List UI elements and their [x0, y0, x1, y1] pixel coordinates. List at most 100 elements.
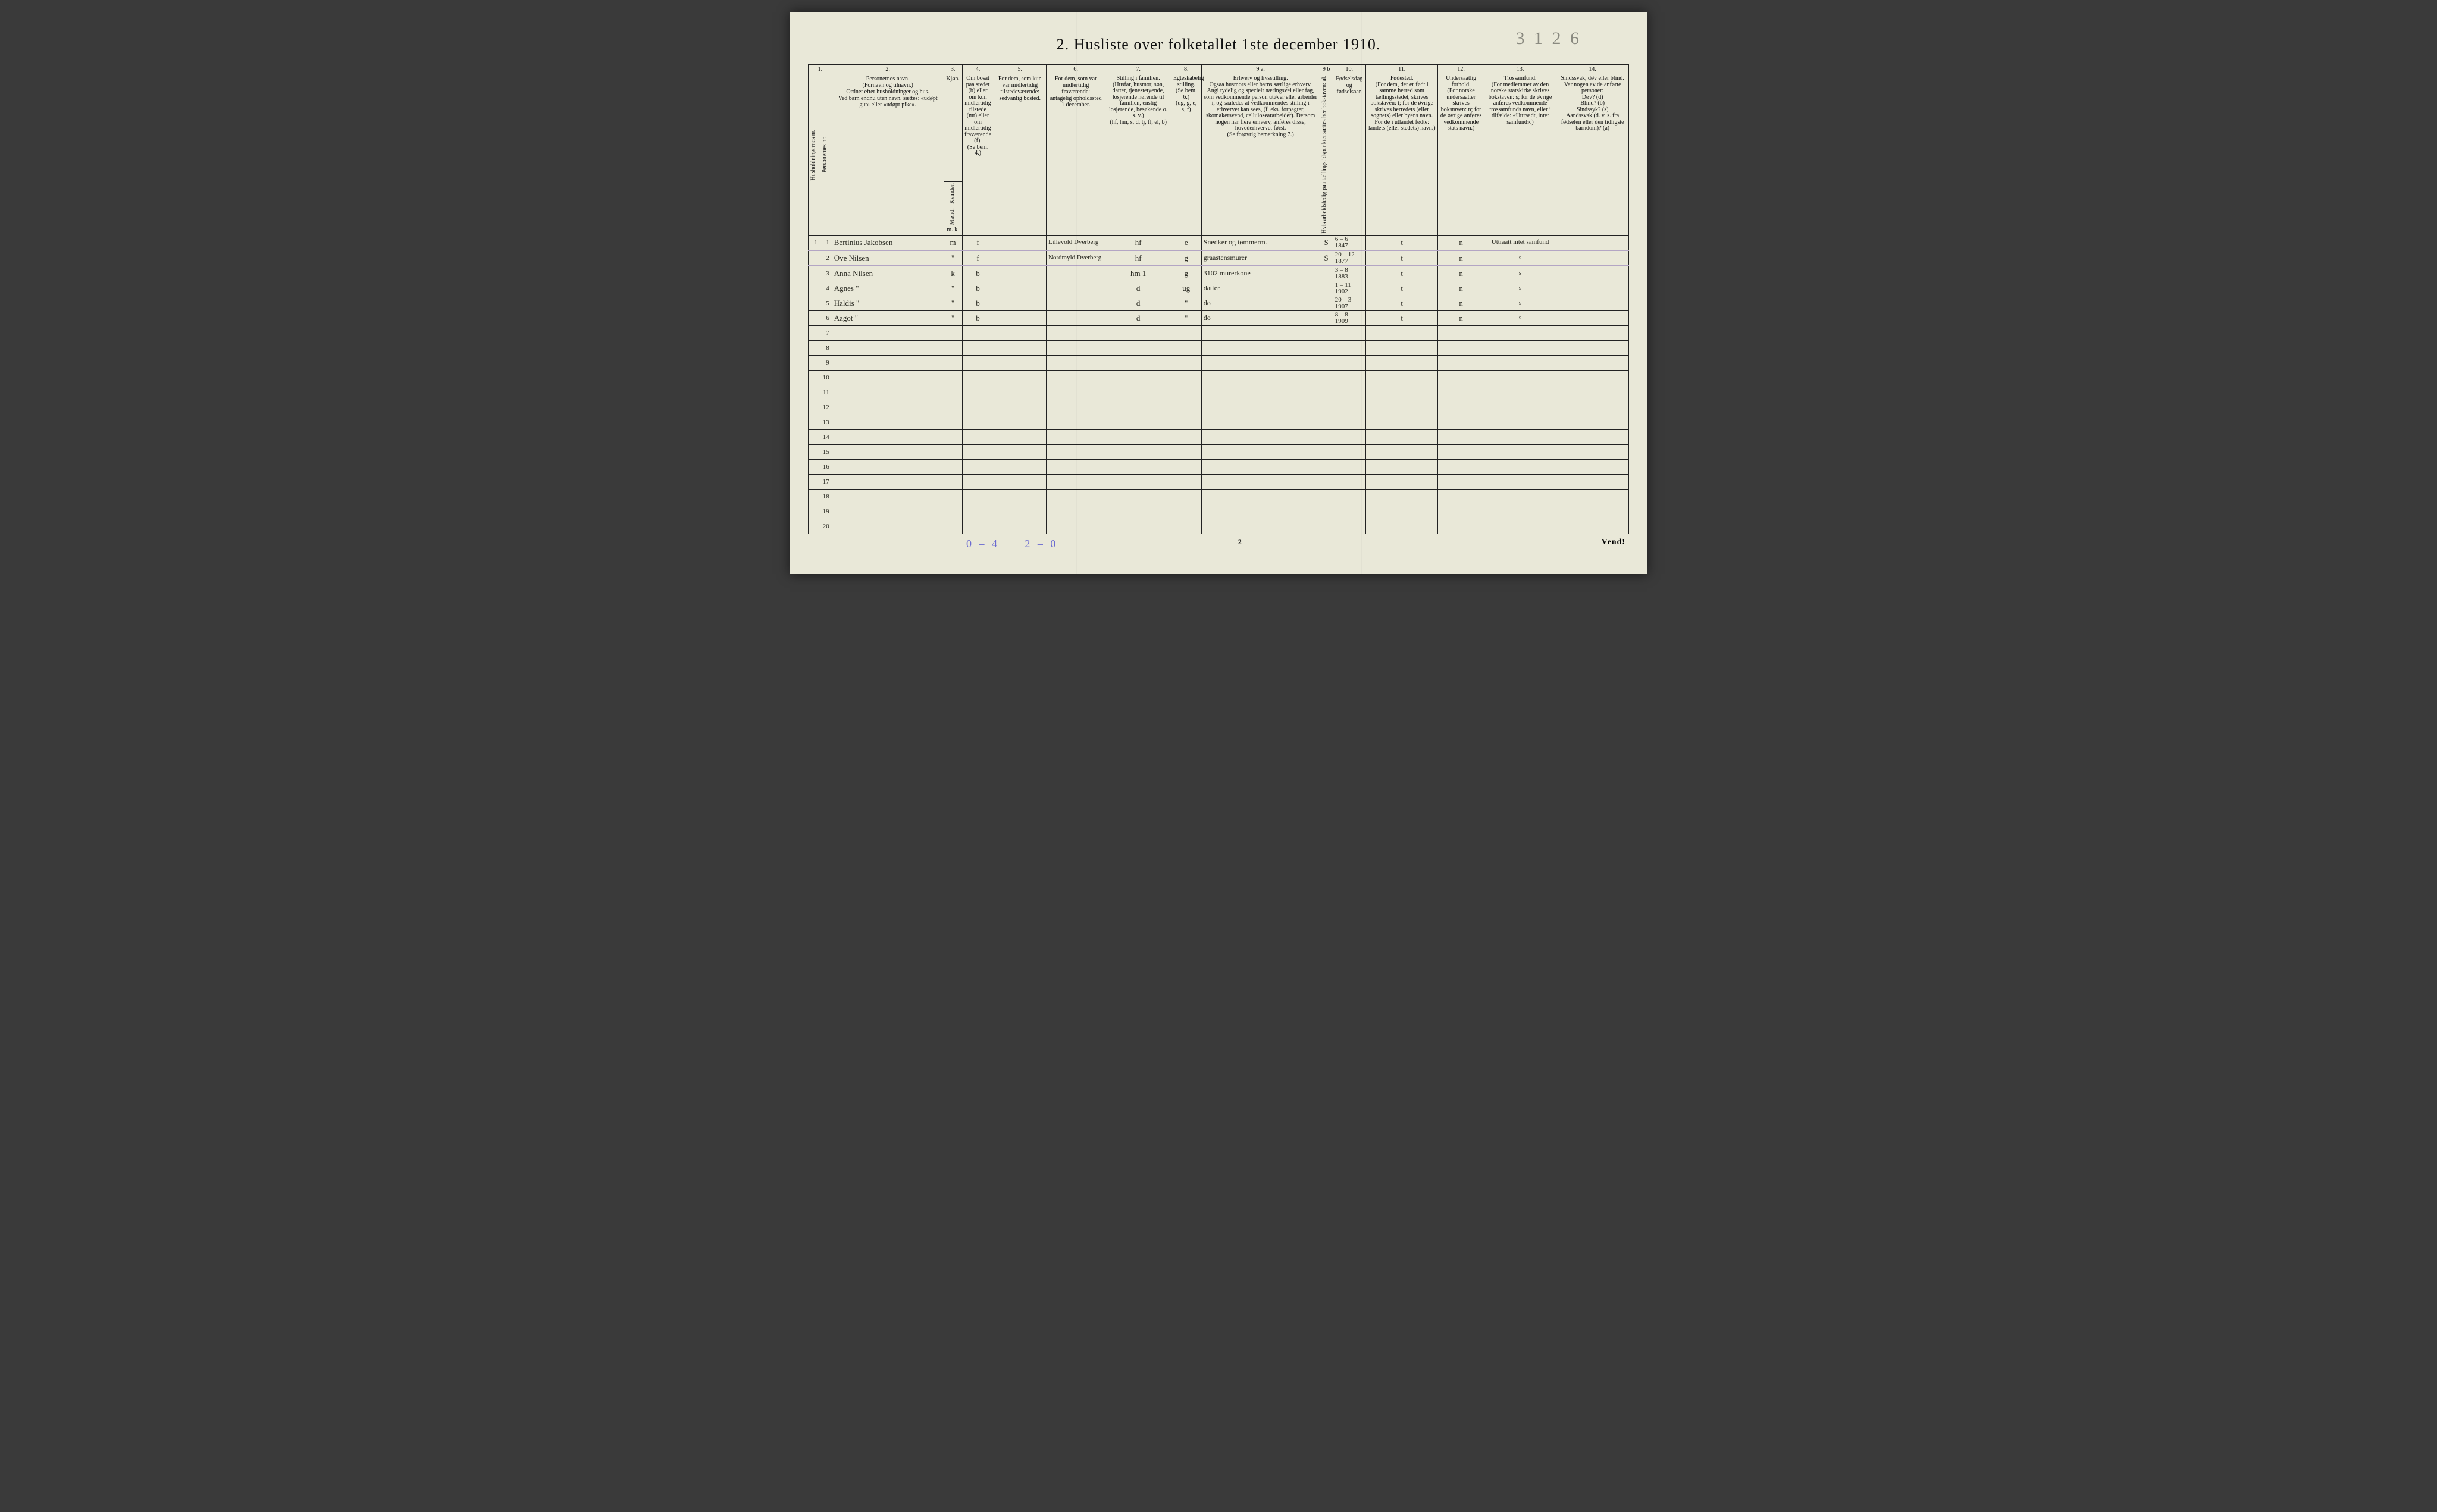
cell-name	[832, 340, 944, 355]
cell-col5	[994, 489, 1046, 504]
cell-bosat	[962, 489, 994, 504]
cell-col13	[1484, 444, 1556, 459]
cell-col11: t	[1365, 266, 1438, 281]
cell-pers: 1	[820, 235, 832, 250]
cell-col8	[1171, 474, 1201, 489]
cell-col6	[1046, 385, 1105, 400]
cell-pers: 17	[820, 474, 832, 489]
cell-col6: Nordmyld Dverberg	[1046, 250, 1105, 266]
cell-col5	[994, 370, 1046, 385]
cell-col13	[1484, 355, 1556, 370]
colnum-9a: 9 a.	[1201, 65, 1320, 74]
cell-col9a	[1201, 474, 1320, 489]
head-sex-k: Kvinder.	[949, 183, 956, 204]
cell-col10	[1333, 370, 1365, 385]
cell-col5	[994, 340, 1046, 355]
table-row: 10	[809, 370, 1629, 385]
cell-sex: "	[944, 310, 962, 325]
vend-label: Vend!	[1602, 538, 1625, 550]
cell-col6: Lillevold Dverberg	[1046, 235, 1105, 250]
cell-pers: 4	[820, 281, 832, 296]
cell-hush	[809, 459, 820, 474]
head-col5: For dem, som kun var midlertidig tilsted…	[994, 74, 1046, 236]
cell-col10	[1333, 429, 1365, 444]
cell-col14	[1556, 504, 1629, 519]
cell-hush	[809, 474, 820, 489]
cell-col13	[1484, 370, 1556, 385]
cell-col13	[1484, 459, 1556, 474]
cell-col12	[1438, 519, 1484, 534]
cell-name	[832, 489, 944, 504]
cell-col8	[1171, 415, 1201, 429]
table-row: 16	[809, 459, 1629, 474]
cell-col13	[1484, 489, 1556, 504]
cell-bosat	[962, 429, 994, 444]
cell-pers: 20	[820, 519, 832, 534]
cell-sex: "	[944, 296, 962, 310]
cell-col9b	[1320, 415, 1333, 429]
cell-col9a	[1201, 519, 1320, 534]
cell-col13	[1484, 400, 1556, 415]
cell-col12: n	[1438, 235, 1484, 250]
cell-sex: m	[944, 235, 962, 250]
cell-col12	[1438, 444, 1484, 459]
cell-col12	[1438, 385, 1484, 400]
cell-col6	[1046, 281, 1105, 296]
cell-col11: t	[1365, 281, 1438, 296]
header-row: Husholdningernes nr. Personernes nr. Per…	[809, 74, 1629, 182]
cell-name	[832, 385, 944, 400]
cell-sex	[944, 415, 962, 429]
cell-col7	[1105, 459, 1171, 474]
footer: 0 – 4 2 – 0 2 Vend!	[808, 538, 1629, 550]
colnum-1: 1.	[809, 65, 832, 74]
cell-col9a	[1201, 370, 1320, 385]
cell-col9a	[1201, 459, 1320, 474]
colnum-9b: 9 b	[1320, 65, 1333, 74]
cell-col6	[1046, 310, 1105, 325]
cell-col8	[1171, 385, 1201, 400]
cell-col12: n	[1438, 250, 1484, 266]
table-row: 9	[809, 355, 1629, 370]
cell-col6	[1046, 370, 1105, 385]
cell-pers: 19	[820, 504, 832, 519]
cell-col6	[1046, 340, 1105, 355]
cell-col9a: datter	[1201, 281, 1320, 296]
cell-col12: n	[1438, 310, 1484, 325]
cell-col5	[994, 266, 1046, 281]
cell-col10	[1333, 459, 1365, 474]
cell-col13	[1484, 519, 1556, 534]
cell-name	[832, 459, 944, 474]
cell-sex: k	[944, 266, 962, 281]
cell-col6	[1046, 266, 1105, 281]
census-table: 1. 2. 3. 4. 5. 6. 7. 8. 9 a. 9 b 10. 11.…	[808, 64, 1629, 534]
cell-col14	[1556, 310, 1629, 325]
head-sex-m: Mænd.	[949, 208, 956, 225]
cell-col7	[1105, 325, 1171, 340]
colnum-14: 14.	[1556, 65, 1629, 74]
cell-col10	[1333, 444, 1365, 459]
cell-col13	[1484, 340, 1556, 355]
colnum-6: 6.	[1046, 65, 1105, 74]
cell-col9b	[1320, 325, 1333, 340]
cell-pers: 5	[820, 296, 832, 310]
cell-sex	[944, 429, 962, 444]
table-row: 4Agnes ""bdugdatter1 – 11 1902tns	[809, 281, 1629, 296]
cell-col9a: do	[1201, 296, 1320, 310]
cell-col7: hm 1	[1105, 266, 1171, 281]
cell-hush	[809, 400, 820, 415]
cell-col14	[1556, 235, 1629, 250]
page-corner-annotation: 3 1 2 6	[1516, 29, 1582, 49]
cell-col12	[1438, 429, 1484, 444]
cell-bosat: f	[962, 250, 994, 266]
cell-bosat	[962, 444, 994, 459]
cell-col6	[1046, 474, 1105, 489]
cell-col7: d	[1105, 296, 1171, 310]
cell-hush	[809, 250, 820, 266]
cell-pers: 2	[820, 250, 832, 266]
cell-pers: 6	[820, 310, 832, 325]
cell-col10	[1333, 504, 1365, 519]
cell-col5	[994, 415, 1046, 429]
cell-col13: s	[1484, 296, 1556, 310]
table-row: 7	[809, 325, 1629, 340]
cell-hush	[809, 355, 820, 370]
